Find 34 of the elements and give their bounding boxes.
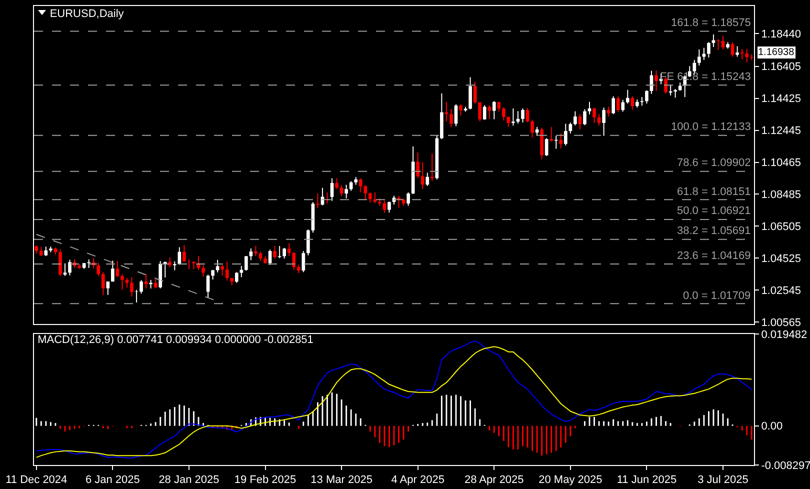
x-tick-label: 11 Jun 2025 bbox=[616, 474, 677, 486]
text: 1.16938 bbox=[758, 47, 795, 58]
y-tick-label: 1.16405 bbox=[761, 61, 801, 74]
y-tick-label: 1.06505 bbox=[761, 221, 801, 234]
ref-line-label: 100.0 = 1.12133 bbox=[671, 121, 751, 133]
x-tick-label: 28 Jan 2025 bbox=[158, 474, 220, 486]
ref-line-label: 161.8 = 1.18575 bbox=[671, 17, 751, 29]
y-tick-label: 1.12445 bbox=[761, 125, 801, 138]
y-tick-label: 1.08485 bbox=[761, 189, 801, 202]
y-tick-label: 1.10465 bbox=[761, 157, 801, 170]
y-tick-label: 0.00 bbox=[761, 420, 783, 433]
ref-line-label: 23.6 = 1.04169 bbox=[677, 250, 751, 262]
y-tick-label: 1.18440 bbox=[761, 28, 801, 40]
ref-line-label: 0.0 = 1.01709 bbox=[683, 290, 751, 302]
x-tick-label: 19 Feb 2025 bbox=[234, 474, 296, 486]
y-tick-label: 1.04525 bbox=[761, 253, 801, 266]
ref-line-label: 78.6 = 1.09902 bbox=[677, 157, 751, 169]
x-tick-label: 20 May 2025 bbox=[538, 474, 602, 486]
y-tick-label: 0.019482 bbox=[761, 328, 808, 341]
x-tick-label: 4 Apr 2025 bbox=[391, 474, 444, 486]
ref-line-label: 38.2 = 1.05691 bbox=[677, 225, 751, 237]
ref-line-label: 50.0 = 1.06921 bbox=[677, 205, 751, 217]
x-tick-label: 6 Jan 2025 bbox=[85, 474, 140, 486]
y-tick-label: 1.00565 bbox=[761, 316, 801, 329]
y-tick-label: -0.008297 bbox=[761, 460, 810, 472]
x-tick-label: 28 Apr 2025 bbox=[464, 474, 524, 486]
ref-line-label: 61.8 = 1.08151 bbox=[677, 186, 751, 198]
x-tick-label: 11 Dec 2024 bbox=[6, 474, 68, 486]
y-tick-label: 1.02545 bbox=[761, 285, 801, 298]
chart-title: MACD(12,26,9) 0.007741 0.009934 0.000000 -0.002851 bbox=[38, 334, 314, 346]
x-tick-label: 13 Mar 2025 bbox=[310, 474, 372, 486]
x-tick-label: 3 Jul 2025 bbox=[698, 474, 748, 486]
chart-title: EURUSD,Daily bbox=[50, 8, 124, 20]
y-tick-label: 1.14425 bbox=[761, 93, 801, 106]
